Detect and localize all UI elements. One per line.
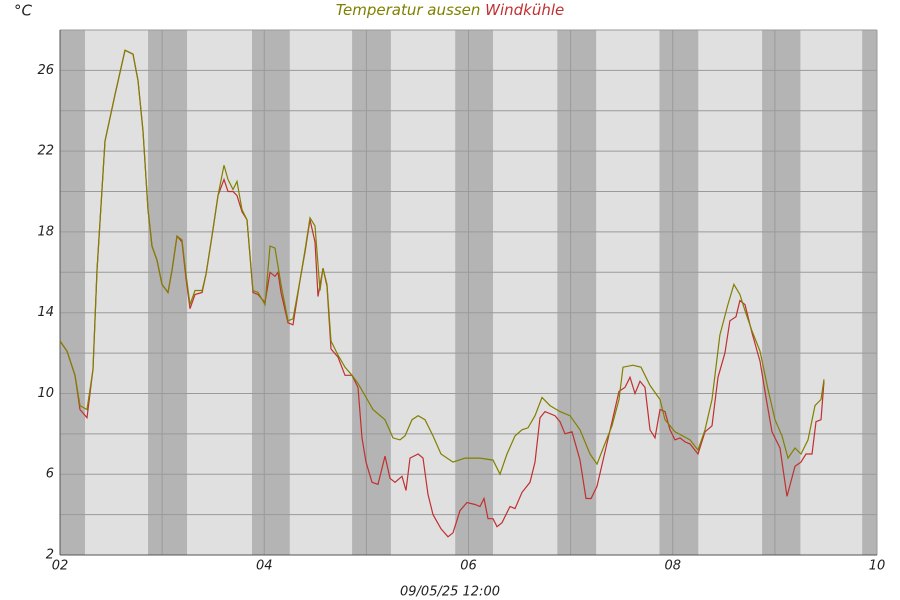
night-band [455, 30, 494, 555]
night-band [557, 30, 597, 555]
y-axis-label: °C [14, 2, 33, 20]
y-tick-label: 26 [37, 63, 54, 78]
y-tick-label: 22 [37, 144, 54, 159]
chart-title: Temperatur aussen Windkühle [336, 1, 565, 19]
x-tick-label: 08 [664, 559, 681, 574]
x-tick-label: 02 [52, 559, 69, 574]
y-tick-label: 6 [46, 467, 54, 482]
night-band [659, 30, 699, 555]
y-tick-label: 10 [37, 386, 54, 401]
night-band [862, 30, 877, 555]
legend-entry: Temperatur aussen [336, 1, 481, 19]
legend-entry: Windkühle [485, 1, 564, 19]
x-tick-label: 04 [256, 559, 273, 574]
x-tick-label: 06 [460, 559, 477, 574]
x-tick-label: 10 [869, 559, 886, 574]
night-band [762, 30, 801, 555]
x-axis-label: 09/05/25 12:00 [400, 585, 500, 600]
night-band [352, 30, 391, 555]
night-band [60, 30, 86, 555]
series-line [59, 49, 825, 476]
y-tick-label: 14 [37, 305, 54, 320]
y-tick-label: 2 [46, 548, 54, 563]
y-tick-label: 18 [37, 224, 54, 239]
series-line [59, 49, 825, 538]
